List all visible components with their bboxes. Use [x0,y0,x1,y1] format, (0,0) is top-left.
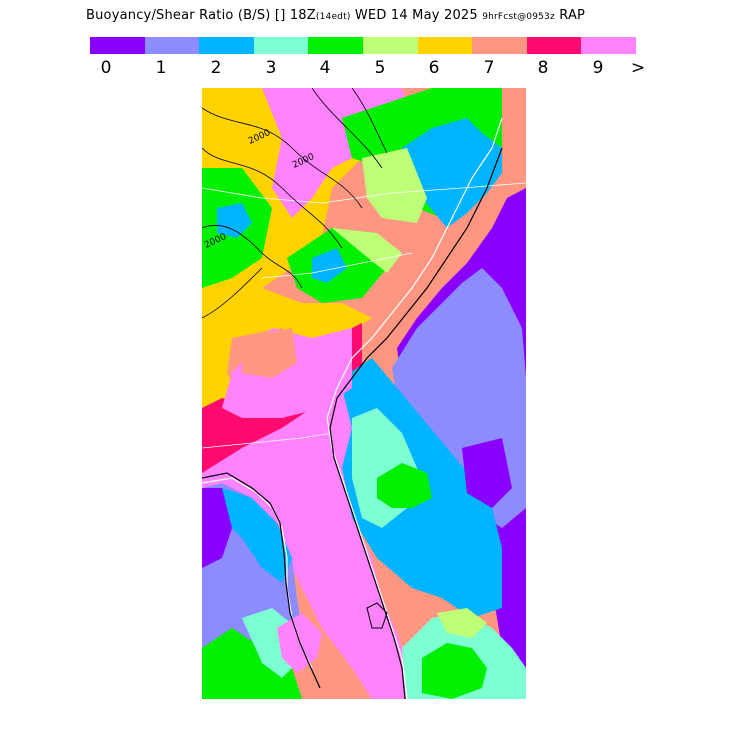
state-line-3 [202,432,333,449]
valid-date: WED 14 May 2025 [354,8,478,23]
legend-label-7: 7 [483,58,495,78]
cape-contour-6 [202,267,263,319]
legend-swatch-7 [472,37,527,54]
legend-swatch-9 [581,37,636,54]
legend-swatch-1 [144,37,200,54]
region-lime-northeast [362,148,427,223]
region-blue-spot-central [312,248,347,283]
legend-label-0: 0 [100,58,112,78]
legend-swatch-4 [308,37,363,54]
region-blue-spot-west [217,203,252,238]
cape-contour-1 [202,107,363,209]
color-legend [90,37,636,54]
model-name: RAP [559,8,586,23]
region-lime-se [437,608,487,638]
cape-contour-4 [311,88,383,169]
region-purple-gulf [202,488,232,568]
forecast-label: 9hrFcst@0953z [482,12,555,22]
legend-label-9: 9 [592,58,604,78]
legend-swatch-8 [526,37,582,54]
state-line-2 [261,252,413,279]
legend-label-3: 3 [265,58,277,78]
coastline-black-east [329,147,503,699]
valid-time: 18Z [289,8,316,23]
region-green-se [422,643,487,699]
coastline-black-gulf [202,472,321,689]
map-panel: 2000 2000 2000 [202,88,526,699]
legend-label-overflow: > [630,58,646,78]
legend-swatch-2 [199,37,254,54]
state-line-1 [202,182,526,204]
small-loop-contour [366,602,388,629]
legend-label-6: 6 [428,58,440,78]
region-blue-gulf [222,488,292,583]
legend-swatch-0 [90,37,145,54]
legend-label-8: 8 [537,58,549,78]
legend-label-5: 5 [374,58,386,78]
legend-label-4: 4 [319,58,331,78]
legend-label-1: 1 [155,58,167,78]
legend-swatch-3 [253,37,309,54]
region-lime-central [332,228,402,273]
box-glyph: [] [274,8,286,23]
region-salmon-spot [242,328,297,378]
legend-swatch-6 [417,37,473,54]
ratio-map: 2000 2000 2000 [202,88,526,699]
cape-contour-5 [351,88,388,154]
cape-contour-3 [202,224,303,289]
legend-label-2: 2 [210,58,222,78]
valid-local: (14edt) [315,12,351,22]
region-purple-east-spot [462,438,512,508]
region-blue-northeast [402,118,502,228]
title-text: Buoyancy/Shear Ratio (B/S) [86,8,271,23]
cape-contour-2 [202,147,343,249]
region-green-sw [202,628,302,699]
region-green-offshore [377,463,432,508]
legend-swatch-5 [362,37,418,54]
map-title: Buoyancy/Shear Ratio (B/S) [] 18Z(14edt)… [86,8,585,23]
coastline-east [326,117,503,699]
region-pink-land [202,388,407,699]
